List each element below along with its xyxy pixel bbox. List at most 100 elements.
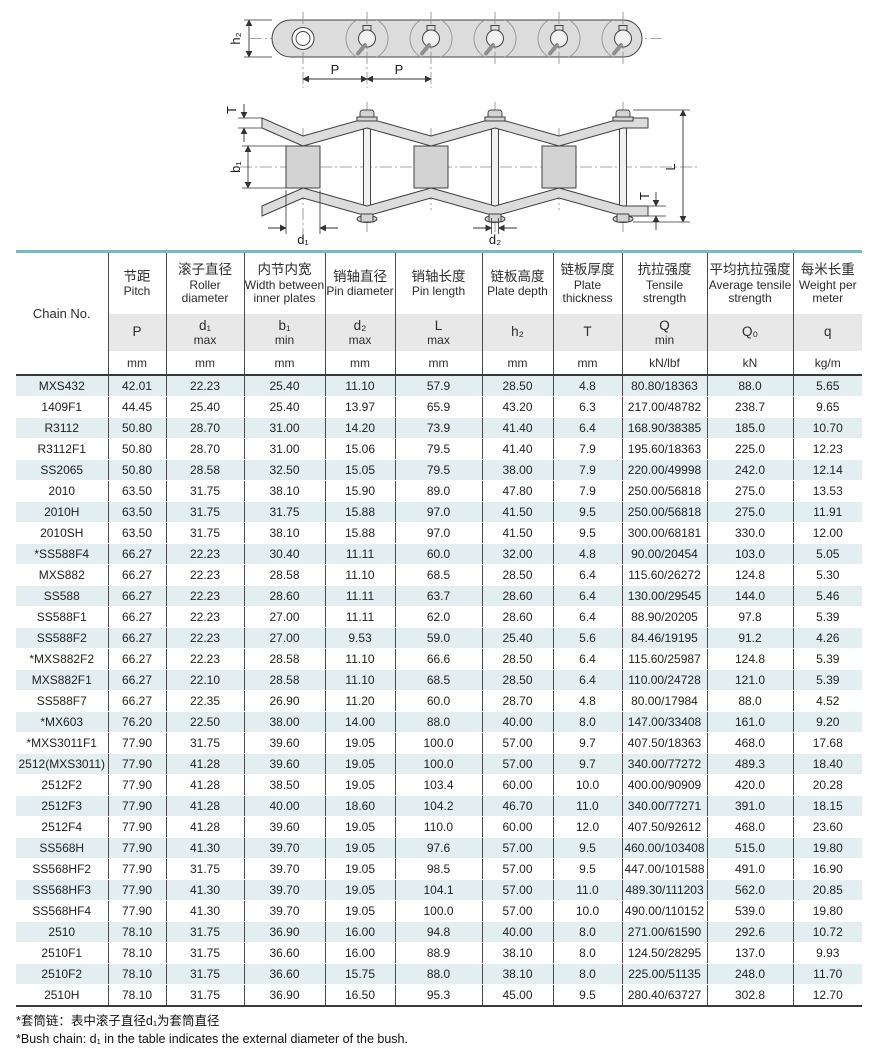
value-cell: 95.3: [394, 984, 482, 1007]
value-cell: 8.0: [552, 711, 622, 733]
value-cell: 38.10: [243, 480, 325, 502]
chain-no-cell: SS568HF2: [16, 858, 108, 880]
upper-sidebars: [261, 117, 649, 147]
value-cell: 11.70: [792, 963, 862, 985]
table-row: MXS882 66.27 22.23 28.58 11.10 68.5 28.50 6.4 11…: [16, 564, 862, 586]
value-cell: 97.8: [706, 606, 793, 628]
value-cell: 22.23: [165, 543, 244, 565]
value-cell: 26.90: [243, 690, 325, 712]
table-row: SS568HF4 77.90 41.30 39.70 19.05 100.0 57.00 10…: [16, 900, 862, 922]
value-cell: 124.8: [706, 648, 793, 670]
value-cell: 66.27: [107, 690, 166, 712]
value-cell: 7.9: [552, 480, 622, 502]
symbol-cell: q: [792, 314, 862, 351]
chain-no-cell: 2010H: [16, 501, 108, 523]
value-cell: 124.50/28295: [621, 942, 707, 964]
value-cell: 103.4: [394, 774, 482, 796]
chain-no-cell: *MX603: [16, 711, 108, 733]
pin-nut: [484, 213, 506, 223]
value-cell: 8.0: [552, 963, 622, 985]
unit-cell: mm: [165, 351, 244, 376]
value-cell: 14.20: [324, 417, 395, 439]
value-cell: 80.80/18363: [621, 375, 707, 397]
col-header-pitch: 节距 Pitch: [107, 251, 166, 314]
chain-no-cell: MXS882F1: [16, 669, 108, 691]
value-cell: 490.00/110152: [621, 900, 707, 922]
chain-no-cell: SS588F1: [16, 606, 108, 628]
value-cell: 11.0: [552, 795, 622, 817]
value-cell: 25.40: [481, 627, 553, 649]
value-cell: 147.00/33408: [621, 711, 707, 733]
table-row: 2512F3 77.90 41.28 40.00 18.60 104.2 46.70 11.0…: [16, 795, 862, 817]
chain-no-cell: 2512F3: [16, 795, 108, 817]
value-cell: 28.58: [243, 669, 325, 691]
value-cell: 9.93: [792, 942, 862, 964]
pin-with-cotter: [484, 25, 504, 56]
value-cell: 10.72: [792, 921, 862, 943]
value-cell: 217.00/48782: [621, 396, 707, 418]
value-cell: 9.5: [552, 522, 622, 544]
col-header-avg-tensile-strength: 平均抗拉强度 Average tensile strength: [706, 251, 793, 314]
value-cell: 100.0: [394, 732, 482, 754]
value-cell: 6.4: [552, 564, 622, 586]
value-cell: 407.50/18363: [621, 732, 707, 754]
value-cell: 5.65: [792, 375, 862, 397]
value-cell: 89.0: [394, 480, 482, 502]
value-cell: 17.68: [792, 732, 862, 754]
table-row: SS588F7 66.27 22.35 26.90 11.20 60.0 28.70 4.8 8…: [16, 690, 862, 712]
pin-with-cotter: [612, 25, 632, 56]
value-cell: 77.90: [107, 732, 166, 754]
value-cell: 9.7: [552, 753, 622, 775]
value-cell: 23.60: [792, 816, 862, 838]
col-header-plate-thickness: 链板厚度 Plate thickness: [552, 251, 622, 314]
value-cell: 28.60: [481, 585, 553, 607]
value-cell: 39.70: [243, 837, 325, 859]
value-cell: 5.39: [792, 669, 862, 691]
value-cell: 100.0: [394, 900, 482, 922]
value-cell: 242.0: [706, 459, 793, 481]
chain-no-cell: MXS432: [16, 375, 108, 397]
value-cell: 68.5: [394, 564, 482, 586]
symbol-cell: b₁ min: [243, 314, 325, 351]
value-cell: 104.1: [394, 879, 482, 901]
value-cell: 225.0: [706, 438, 793, 460]
value-cell: 9.5: [552, 984, 622, 1007]
value-cell: 280.40/63727: [621, 984, 707, 1007]
value-cell: 40.00: [481, 711, 553, 733]
value-cell: 14.00: [324, 711, 395, 733]
chain-spec-table: Chain No. 节距 Pitch 滚子直径 Roller diameter 内节…: [16, 250, 862, 1007]
value-cell: 124.8: [706, 564, 793, 586]
col-header-pin-length: 销轴长度 Pin length: [394, 251, 482, 314]
value-cell: 238.7: [706, 396, 793, 418]
value-cell: 11.11: [324, 585, 395, 607]
value-cell: 38.10: [243, 522, 325, 544]
value-cell: 22.50: [165, 711, 244, 733]
value-cell: 22.23: [165, 648, 244, 670]
barrel: [285, 145, 321, 189]
value-cell: 9.20: [792, 711, 862, 733]
table-row: SS568H 77.90 41.30 39.70 19.05 97.6 57.00 9.5 46…: [16, 837, 862, 859]
value-cell: 59.0: [394, 627, 482, 649]
value-cell: 11.10: [324, 375, 395, 397]
value-cell: 7.9: [552, 459, 622, 481]
value-cell: 104.2: [394, 795, 482, 817]
dim-label-t-left: T: [224, 106, 239, 114]
dim-label-h2: h₂: [228, 32, 243, 44]
value-cell: 468.0: [706, 816, 793, 838]
table-row: R3112F1 50.80 28.70 31.00 15.06 79.5 41.40 7.9 1…: [16, 438, 862, 460]
value-cell: 20.28: [792, 774, 862, 796]
value-cell: 41.40: [481, 438, 553, 460]
value-cell: 39.60: [243, 816, 325, 838]
value-cell: 15.75: [324, 963, 395, 985]
value-cell: 57.00: [481, 837, 553, 859]
value-cell: 28.58: [165, 459, 244, 481]
value-cell: 38.00: [243, 711, 325, 733]
symbol-cell: d₁ max: [165, 314, 244, 351]
value-cell: 5.39: [792, 606, 862, 628]
value-cell: 9.5: [552, 501, 622, 523]
value-cell: 77.90: [107, 837, 166, 859]
value-cell: 36.90: [243, 984, 325, 1007]
value-cell: 121.0: [706, 669, 793, 691]
value-cell: 77.90: [107, 753, 166, 775]
value-cell: 28.50: [481, 375, 553, 397]
